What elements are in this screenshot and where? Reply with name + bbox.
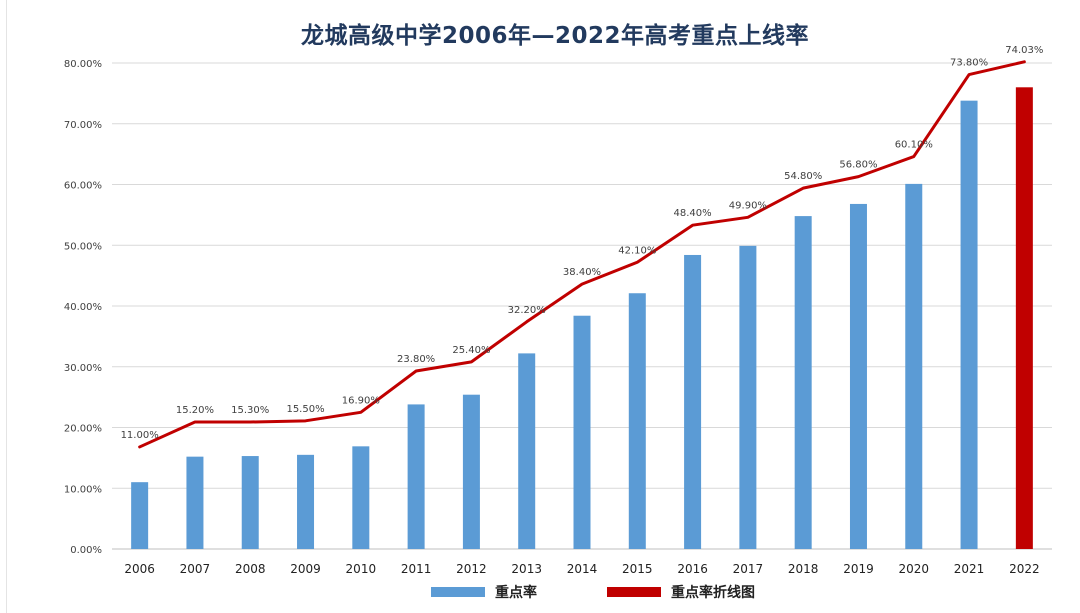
x-tick-label: 2008 [235,562,266,576]
data-label: 16.90% [342,395,380,406]
bar [462,394,480,549]
chart-plot: 0.00% 10.00% 20.00% 30.00% 40.00% 50.00% 60.00… [64,45,1052,576]
data-label: 15.50% [286,404,324,415]
x-tick-label: 2014 [567,562,598,576]
bar [518,353,536,549]
x-tick-label: 2013 [511,562,542,576]
bar [241,456,259,549]
data-label: 48.40% [674,208,712,219]
x-tick-label: 2019 [843,562,874,576]
bar [849,203,867,549]
bar [739,245,757,550]
x-tick-label: 2018 [788,562,819,576]
bar [297,454,315,549]
x-tick-label: 2020 [898,562,929,576]
data-label: 54.80% [784,171,822,182]
x-tick-label: 2017 [733,562,764,576]
bar [1015,87,1033,550]
data-label: 15.20% [176,405,214,416]
legend-label-line: 重点率折线图 [671,585,755,601]
y-tick-label: 10.00% [64,484,102,495]
bar [352,446,370,549]
y-tick-label: 60.00% [64,181,102,192]
data-label: 23.80% [397,354,435,365]
legend-item-bar: 重点率 [431,580,537,604]
x-tick-label: 2009 [290,562,321,576]
series-line [138,60,1026,449]
bar [131,482,149,549]
chart-title: 龙城高级中学2006年—2022年高考重点上线率 [300,23,810,49]
legend-swatch-line [607,587,661,597]
x-tick-label: 2006 [124,562,155,576]
data-label: 60.10% [895,140,933,151]
x-tick-label: 2007 [180,562,211,576]
data-label: 56.80% [839,160,877,171]
bar [628,293,646,549]
bar [573,315,591,549]
x-tick-label: 2022 [1009,562,1040,576]
data-label: 15.30% [231,405,269,416]
data-label: 32.20% [508,305,546,316]
chart-legend: 重点率 重点率折线图 [0,580,1080,604]
x-tick-label: 2021 [954,562,985,576]
data-label: 49.90% [729,200,767,211]
x-tick-label: 2010 [346,562,377,576]
y-tick-label: 80.00% [64,59,102,70]
y-tick-label: 70.00% [64,120,102,131]
legend-item-line: 重点率折线图 [607,580,755,604]
x-tick-label: 2012 [456,562,487,576]
y-tick-label: 0.00% [70,545,102,556]
data-label: 73.80% [950,58,988,69]
y-tick-label: 50.00% [64,241,102,252]
bar [905,183,923,549]
y-tick-label: 40.00% [64,302,102,313]
bar [960,100,978,549]
data-label: 25.40% [452,345,490,356]
data-label: 11.00% [121,430,159,441]
left-border [6,0,7,613]
legend-swatch-bar [431,587,485,597]
x-tick-label: 2011 [401,562,432,576]
data-label: 38.40% [563,267,601,278]
x-tick-label: 2015 [622,562,653,576]
bar [684,254,702,549]
bar [794,216,812,549]
bar [407,404,425,549]
data-label: 42.10% [618,245,656,256]
x-tick-label: 2016 [677,562,708,576]
legend-label-bar: 重点率 [495,585,537,601]
y-tick-label: 20.00% [64,424,102,435]
y-tick-label: 30.00% [64,363,102,374]
data-label: 74.03% [1005,45,1043,56]
bar [186,456,204,549]
